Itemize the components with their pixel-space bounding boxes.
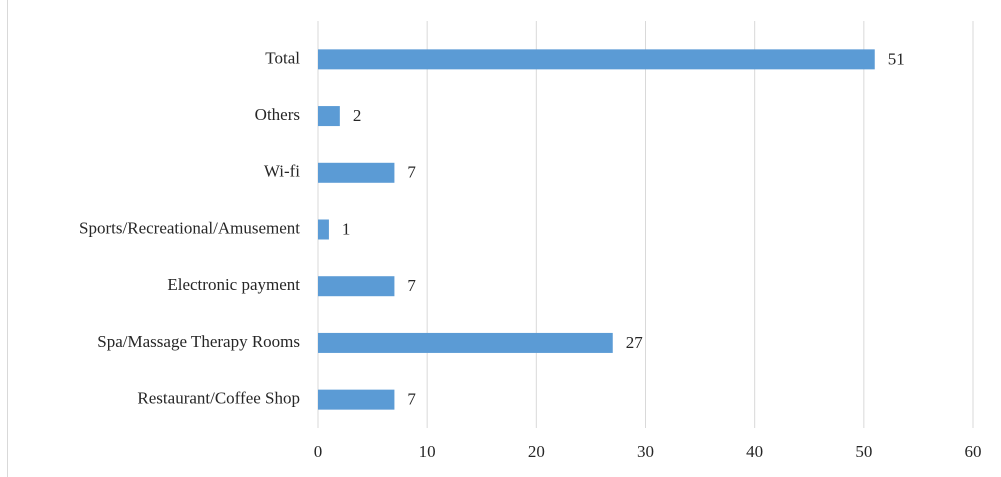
value-label: 1 [342,219,351,238]
y-tick-label: Others [255,105,300,124]
x-tick-label: 20 [528,442,545,461]
x-tick-label: 60 [965,442,982,461]
bar [318,162,395,183]
bar [318,49,875,70]
y-tick-label: Wi-fi [264,162,300,181]
chart-border [7,0,8,477]
value-label: 7 [407,163,416,182]
x-tick-label: 10 [419,442,436,461]
y-tick-label: Total [265,48,300,67]
y-tick-label: Sports/Recreational/Amusement [79,218,300,237]
value-label: 51 [888,49,905,68]
x-tick-label: 40 [746,442,763,461]
x-tick-label: 50 [855,442,872,461]
bar [318,106,340,127]
bar [318,389,395,410]
value-label: 27 [626,333,644,352]
y-tick-label: Spa/Massage Therapy Rooms [97,332,300,351]
bar [318,219,329,240]
bar [318,276,395,297]
bar [318,332,613,353]
value-label: 7 [407,390,416,409]
x-tick-label: 30 [637,442,654,461]
y-tick-label: Restaurant/Coffee Shop [137,389,300,408]
value-label: 2 [353,106,362,125]
x-tick-label: 0 [314,442,323,461]
value-label: 7 [407,276,416,295]
y-tick-label: Electronic payment [167,275,300,294]
